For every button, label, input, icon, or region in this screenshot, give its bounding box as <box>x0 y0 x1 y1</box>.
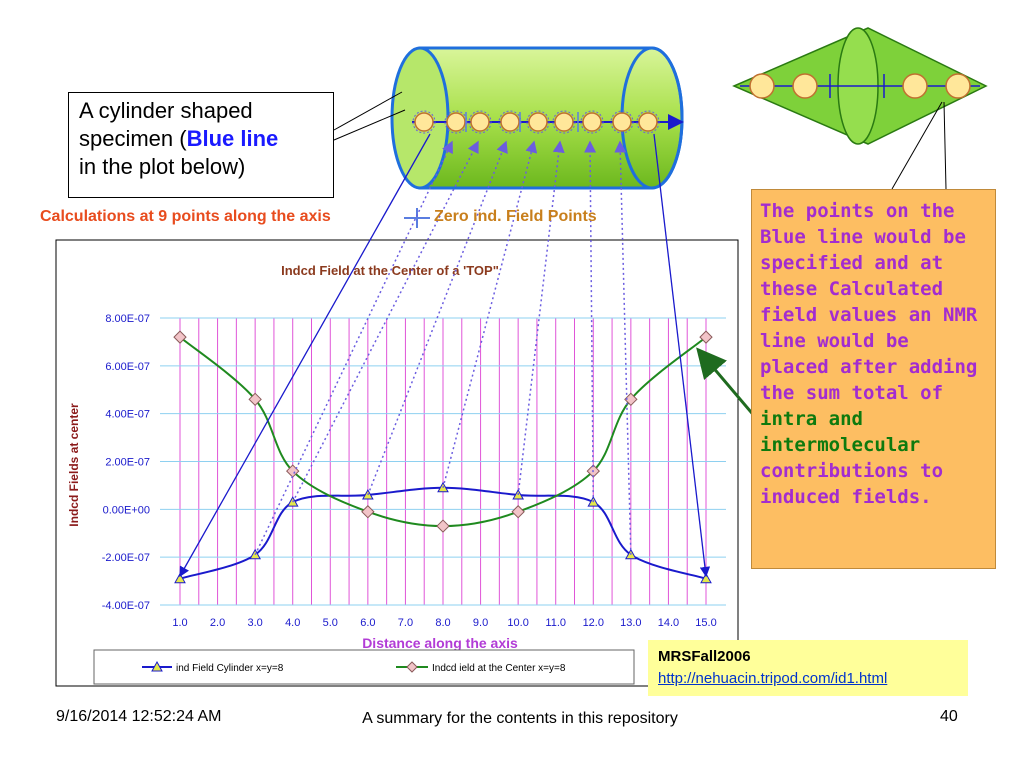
legend-entry-cylinder: ind Field Cylinder x=y=8 <box>142 660 284 674</box>
legend-label-center: Indcd ield at the Center x=y=8 <box>432 663 566 674</box>
top-illustration <box>732 27 988 145</box>
footer-date: 9/16/2014 12:52:24 AM <box>56 708 222 725</box>
calc-point-ring <box>468 110 492 134</box>
calc-point-ring <box>498 110 522 134</box>
explanation-part-1: The points on the Blue line would be spe… <box>760 200 978 404</box>
page-number: 40 <box>940 708 958 725</box>
explanation-intra: intra <box>760 408 818 430</box>
data-point-diamond <box>173 330 187 344</box>
x-tick-label: 11.0 <box>545 617 566 629</box>
calc-point-ring <box>552 110 576 134</box>
calc-point-ring <box>610 110 634 134</box>
x-tick-label: 6.0 <box>360 617 375 629</box>
connector-line <box>614 140 632 555</box>
data-point-triangle <box>174 572 186 584</box>
zero-field-points-label: Zero ind. Field Points <box>434 208 597 225</box>
connector-line <box>254 140 453 556</box>
x-tick-label: 9.0 <box>473 617 488 629</box>
footer-caption: A summary for the contents in this repos… <box>362 710 678 727</box>
calc-heading: Calculations at 9 points along the axis <box>40 208 331 225</box>
data-point-diamond <box>248 392 262 407</box>
zero-field-icon <box>404 208 430 228</box>
specimen-callout: A cylinder shaped specimen (Blue line in… <box>68 92 334 198</box>
x-tick-label: 7.0 <box>398 617 413 629</box>
x-tick-label: 3.0 <box>247 617 262 629</box>
x-tick-label: 12.0 <box>583 617 604 629</box>
cylinder-illustration <box>390 46 684 190</box>
data-point-triangle <box>700 572 712 584</box>
connector-line <box>584 140 597 503</box>
y-tick-label: 4.00E-07 <box>105 409 150 421</box>
source-box: MRSFall2006 http://nehuacin.tripod.com/i… <box>648 640 968 696</box>
explanation-and: and <box>817 408 863 430</box>
x-tick-label: 5.0 <box>323 617 338 629</box>
y-tick-label: 0.00E+00 <box>103 504 150 516</box>
callout-line-1: A cylinder shaped <box>79 98 253 123</box>
data-point-diamond <box>511 505 525 519</box>
calc-point-ring <box>580 110 604 134</box>
callout-blue-line: Blue line <box>186 126 279 151</box>
x-tick-label: 10.0 <box>507 617 528 629</box>
source-title: MRSFall2006 <box>658 648 751 665</box>
calc-point <box>414 112 434 132</box>
x-tick-label: 2.0 <box>210 617 225 629</box>
calc-point-ring <box>526 110 550 134</box>
connector-lines <box>254 140 632 556</box>
legend-box <box>93 649 635 685</box>
connector-line <box>367 140 508 496</box>
calc-point-ring <box>444 110 468 134</box>
callout-line-3: in the plot below) <box>79 154 246 179</box>
explanation-intermolecular: intermolecular <box>760 434 921 456</box>
calc-point-ring <box>412 110 436 134</box>
x-tick-label: 14.0 <box>658 617 679 629</box>
chart-title: Indcd Field at the Center of a 'TOP" <box>281 263 499 278</box>
source-link[interactable]: http://nehuacin.tripod.com/id1.html <box>658 670 888 687</box>
calc-point <box>446 112 466 132</box>
explanation-box: The points on the Blue line would be spe… <box>751 189 996 569</box>
data-point-diamond <box>624 392 638 407</box>
x-tick-label: 1.0 <box>172 617 187 629</box>
x-tick-label: 4.0 <box>285 617 300 629</box>
y-tick-label: -2.00E-07 <box>102 552 150 564</box>
calc-point <box>582 112 602 132</box>
calc-point <box>638 112 658 132</box>
calc-point <box>528 112 548 132</box>
chart: Indcd Field at the Center of a 'TOP" -4.… <box>55 239 739 687</box>
x-axis-label: Distance along the axis <box>362 635 518 651</box>
x-tick-label: 15.0 <box>695 617 716 629</box>
x-tick-label: 13.0 <box>620 617 641 629</box>
y-tick-label: -4.00E-07 <box>102 600 150 612</box>
explanation-part-2: contributions to induced fields. <box>760 460 944 508</box>
calc-point <box>554 112 574 132</box>
connector-line <box>517 140 565 496</box>
data-point-diamond <box>436 519 450 533</box>
y-tick-label: 8.00E-07 <box>105 313 150 325</box>
legend-label-cylinder: ind Field Cylinder x=y=8 <box>176 663 284 674</box>
calc-point <box>612 112 632 132</box>
calc-point <box>500 112 520 132</box>
legend-entry-center: Indcd ield at the Center x=y=8 <box>396 661 566 674</box>
x-tick-label: 8.0 <box>435 617 450 629</box>
calc-point <box>470 112 490 132</box>
calc-point-ring <box>636 110 660 134</box>
callout-line-2-prefix: specimen ( <box>79 126 187 151</box>
y-axis-label: Indcd Fields at center <box>67 403 81 527</box>
data-point-diamond <box>361 505 375 519</box>
y-tick-label: 6.00E-07 <box>105 361 150 373</box>
y-tick-label: 2.00E-07 <box>105 457 150 469</box>
data-point-diamond <box>699 330 713 344</box>
